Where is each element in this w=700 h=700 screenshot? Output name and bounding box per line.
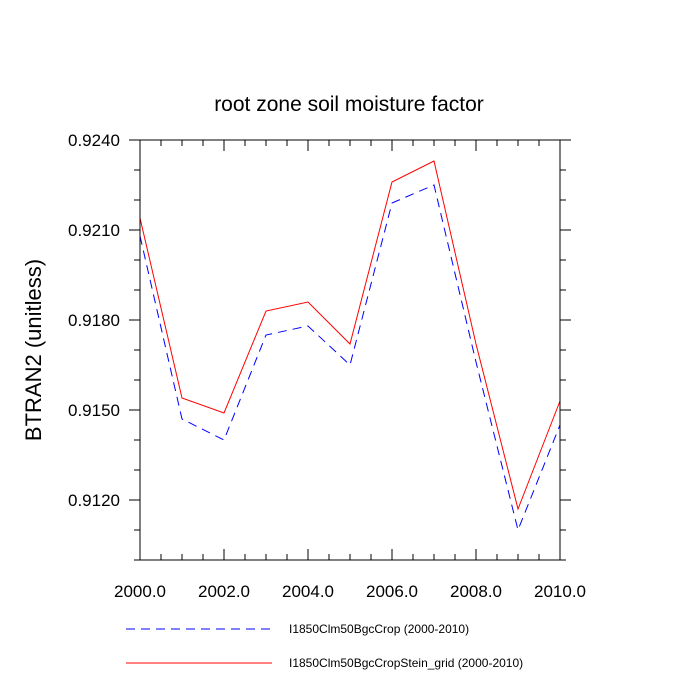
y-tick-label: 0.9240 — [68, 131, 120, 150]
plot-frame — [139, 139, 561, 561]
x-tick-label: 2008.0 — [450, 582, 502, 601]
series-lines — [139, 160, 561, 532]
axis-ticks: 2000.0 2002.0 2004.0 2006.0 2008.0 2010.0 0.91… — [68, 131, 586, 601]
series-line-2 — [139, 160, 561, 511]
y-tick-label: 0.9150 — [68, 401, 120, 420]
chart-title: root zone soil moisture factor — [214, 93, 484, 116]
x-tick-label: 2000.0 — [114, 582, 166, 601]
x-tick-label: 2010.0 — [534, 582, 586, 601]
legend: I1850Clm50BgcCrop (2000-2010) I1850Clm50B… — [126, 622, 523, 670]
y-tick-label: 0.9210 — [68, 221, 120, 240]
x-tick-label: 2004.0 — [282, 582, 334, 601]
x-tick-label: 2002.0 — [198, 582, 250, 601]
x-tick-label: 2006.0 — [366, 582, 418, 601]
series-line-1 — [139, 184, 561, 532]
legend-label-2: I1850Clm50BgcCropStein_grid (2000-2010) — [289, 656, 523, 670]
legend-label-1: I1850Clm50BgcCrop (2000-2010) — [289, 622, 469, 636]
y-tick-label: 0.9180 — [68, 311, 120, 330]
y-tick-label: 0.9120 — [68, 491, 120, 510]
y-axis-label: BTRAN2 (unitless) — [21, 259, 46, 441]
